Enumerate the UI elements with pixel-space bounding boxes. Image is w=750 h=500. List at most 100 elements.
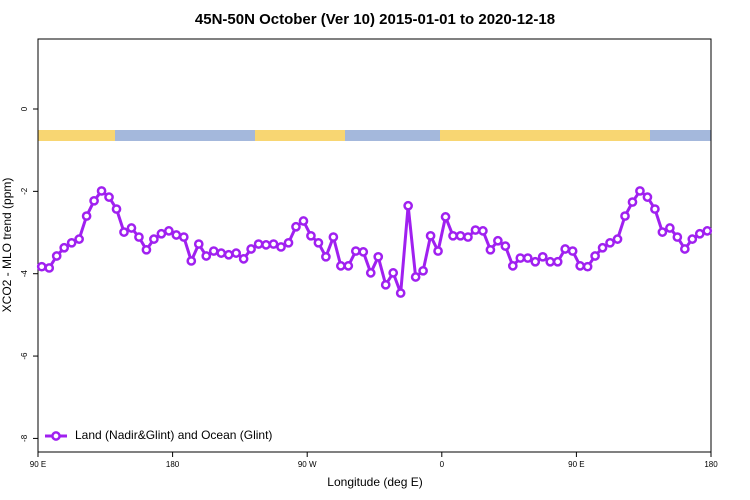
land-band [255,130,345,141]
data-point [358,247,369,257]
data-point [253,239,264,249]
data-point [276,242,286,252]
data-point [515,253,526,263]
data-point [388,268,399,278]
data-point [246,244,256,254]
data-point [463,232,473,242]
data-point [665,223,675,233]
data-point [687,234,698,244]
data-point [605,237,615,248]
data-point [343,261,354,271]
data-point [223,249,234,260]
data-point [650,204,660,214]
land-band [38,130,115,141]
ocean-band [115,130,255,141]
y-tick-label: -6 [20,352,29,360]
data-point [283,237,294,248]
data-point [261,240,271,250]
data-point [365,268,376,278]
data-point [171,230,182,240]
data-point [567,246,578,256]
ocean-band [345,130,440,141]
data-point [298,216,309,226]
data-point [89,195,99,206]
data-point [582,261,593,272]
data-point [134,232,144,242]
data-point [216,248,227,258]
data-point [36,261,47,272]
data-point [507,261,518,271]
data-point [119,227,129,237]
data-point [380,279,391,290]
data-point [373,251,384,262]
data-point [575,261,585,271]
legend-label: Land (Nadir&Glint) and Ocean (Glint) [75,428,272,442]
y-tick-label: -8 [20,434,29,442]
data-point [500,241,511,251]
data-point [545,256,556,267]
data-point [96,186,107,196]
data-point [74,234,84,244]
y-axis-label: XCO2 - MLO trend (ppm) [0,178,14,313]
data-point [306,230,316,241]
data-point [627,197,638,207]
data-point [418,265,428,276]
data-point [485,244,496,255]
data-point [552,256,563,267]
data-point [612,234,623,244]
plot-frame [37,38,712,453]
data-point [81,211,92,221]
data-point [493,235,503,246]
data-point [164,226,174,236]
data-point [208,246,219,256]
x-tick-label: 90 W [298,460,317,469]
data-point [620,211,630,221]
data-point [313,237,324,248]
data-point [410,272,421,282]
data-point [126,223,137,233]
data-point [597,242,608,253]
data-point [44,263,55,273]
data-point [328,232,339,242]
data-point [560,244,571,254]
data-point [702,226,713,236]
data-point [59,242,70,253]
data-point [440,212,451,222]
y-tick-label: -2 [20,187,29,195]
x-tick-label: 180 [704,460,718,469]
x-tick-label: 0 [440,460,445,469]
data-point [403,200,413,211]
data-point [231,248,242,258]
data-point [455,230,466,241]
land-band [440,130,650,141]
data-point [104,192,114,202]
data-point [268,239,279,249]
y-tick-label: 0 [20,106,29,111]
data-point [530,256,541,267]
data-point [291,221,301,232]
data-point [178,232,189,242]
chart-title: 45N-50N October (Ver 10) 2015-01-01 to 2… [195,11,555,28]
data-point [186,256,197,266]
data-point [642,192,653,202]
data-point [448,230,458,241]
data-point [657,227,668,237]
data-point [694,228,705,239]
data-point [522,253,533,263]
data-point [51,251,62,261]
data-point [478,226,488,236]
data-point [141,244,152,255]
legend-marker [51,431,61,441]
data-point [238,254,249,264]
data-point [672,232,683,242]
x-tick-label: 90 E [568,460,584,469]
data-point [679,244,690,254]
data-point [321,251,331,262]
x-axis-label: Longitude (deg E) [327,475,422,489]
data-point [395,288,406,298]
data-point [156,228,167,239]
x-tick-label: 90 E [30,460,46,469]
surface-band [38,130,711,141]
data-point [111,204,122,214]
